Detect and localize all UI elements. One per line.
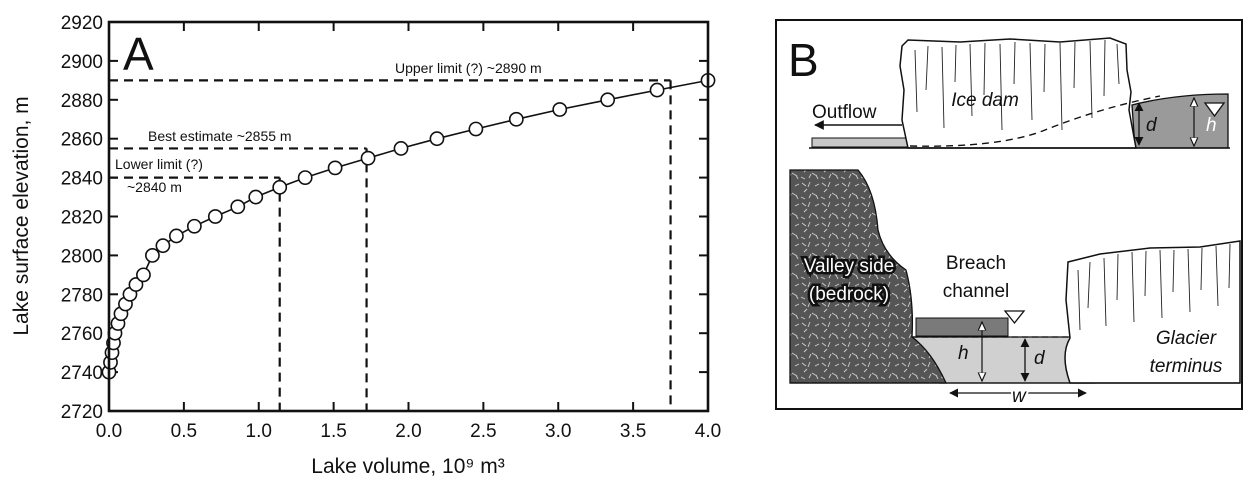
x-tick-label: 3.0 xyxy=(545,421,571,442)
water-level-symbol-bottom xyxy=(1003,310,1026,325)
h-label-bottom: h xyxy=(958,343,969,364)
reference-lines xyxy=(109,79,672,411)
ice-crevasses xyxy=(914,39,1120,131)
data-point xyxy=(297,170,313,185)
y-tick-label: 2920 xyxy=(61,13,103,34)
upper-limit-label: Upper limit (?) ~2890 m xyxy=(395,60,542,76)
y-tick-label: 2720 xyxy=(61,402,103,423)
data-point xyxy=(429,131,445,147)
data-point xyxy=(468,121,484,137)
ice-dam-section: Outflow Ice dam d h xyxy=(809,37,1230,149)
y-tick-label: 2840 xyxy=(61,169,103,190)
y-tick-label: 2880 xyxy=(61,91,103,112)
data-point xyxy=(145,247,160,263)
w-label: w xyxy=(1012,386,1027,407)
data-point xyxy=(248,189,264,205)
y-tick-label: 2760 xyxy=(61,324,103,345)
channel-water-upper xyxy=(915,317,1009,337)
y-tick-label: 2740 xyxy=(61,363,103,384)
data-point xyxy=(230,199,246,215)
data-point xyxy=(272,179,288,195)
data-point xyxy=(207,209,223,224)
data-point xyxy=(136,267,151,283)
data-point xyxy=(360,150,376,166)
y-tick-label: 2780 xyxy=(61,285,103,306)
x-tick-label: 2.5 xyxy=(470,421,496,442)
x-tick-label: 0.0 xyxy=(96,421,122,442)
valley-side-bedrock xyxy=(789,169,948,384)
outflow-label: Outflow xyxy=(812,102,877,123)
x-tick-labels: 0.0 0.5 1.0 1.5 2.0 2.5 3.0 3.5 4.0 xyxy=(96,421,721,442)
outflow-water xyxy=(811,137,911,148)
axis-ticks xyxy=(108,21,709,412)
x-tick-label: 4.0 xyxy=(695,421,721,442)
best-estimate-label: Best estimate ~2855 m xyxy=(148,128,292,144)
d-label-top: d xyxy=(1146,115,1158,136)
valley-side-label: Valley side xyxy=(804,256,894,277)
panel-a-chart: 0.0 0.5 1.0 1.5 2.0 2.5 3.0 3.5 4.0 2720 2740 2760… xyxy=(10,13,721,478)
ice-dam-body xyxy=(899,37,1137,149)
water-level-symbol xyxy=(1203,102,1226,118)
y-axis-title: Lake surface elevation, m xyxy=(10,96,33,335)
impounded-lake xyxy=(1131,93,1229,149)
data-point xyxy=(155,238,171,254)
plot-frame xyxy=(107,20,710,413)
data-point xyxy=(508,111,524,127)
panel-b-letter: B xyxy=(788,34,819,86)
y-tick-label: 2800 xyxy=(61,246,103,267)
x-axis-title: Lake volume, 10⁹ m³ xyxy=(311,455,504,478)
panel-b-diagram: B Outflow Ice dam d h xyxy=(775,19,1243,410)
lower-limit-value-label: ~2840 m xyxy=(127,179,182,195)
data-point xyxy=(168,228,184,244)
data-point xyxy=(552,102,568,117)
x-tick-label: 1.0 xyxy=(246,421,272,442)
data-point xyxy=(649,82,665,98)
y-tick-label: 2900 xyxy=(61,52,103,73)
data-point xyxy=(327,160,343,176)
breach-section: h d w Valley side (bedrock) Breach chann… xyxy=(789,169,1241,409)
glacier-crevasses xyxy=(1077,243,1231,331)
d-label-bottom: d xyxy=(1034,348,1046,369)
h-label-top: h xyxy=(1206,115,1217,136)
lower-limit-label: Lower limit (?) xyxy=(115,156,203,172)
glacier-terminus-body xyxy=(1064,240,1241,384)
breach-label: Breach xyxy=(946,253,1006,274)
terminus-label: terminus xyxy=(1150,356,1223,377)
panel-a-letter: A xyxy=(123,28,154,80)
reference-labels: Upper limit (?) ~2890 m Best estimate ~2… xyxy=(115,60,542,195)
glacier-label: Glacier xyxy=(1156,328,1217,349)
x-tick-label: 3.5 xyxy=(620,421,646,442)
bedrock-label: (bedrock) xyxy=(809,284,889,305)
ice-base-dashed xyxy=(909,95,1161,147)
data-point xyxy=(186,218,202,234)
y-tick-label: 2820 xyxy=(61,208,103,229)
x-tick-label: 0.5 xyxy=(171,421,197,442)
y-tick-labels: 2720 2740 2760 2780 2800 2820 2840 2860 2880 2900… xyxy=(61,13,103,423)
data-point xyxy=(128,277,144,292)
channel-label: channel xyxy=(943,281,1010,302)
x-tick-label: 2.0 xyxy=(395,421,421,442)
data-point xyxy=(393,141,409,156)
x-tick-label: 1.5 xyxy=(320,421,346,442)
ice-dam-label: Ice dam xyxy=(951,90,1019,111)
y-tick-label: 2860 xyxy=(61,130,103,151)
data-points xyxy=(101,72,716,380)
data-point xyxy=(600,92,616,108)
